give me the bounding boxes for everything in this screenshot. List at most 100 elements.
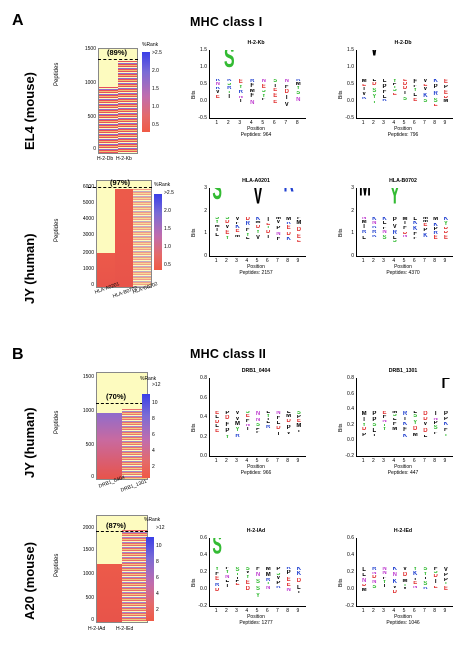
logo-xtick: 7 [284,120,288,126]
logo-letter: R [214,582,220,588]
logo-letter: F [256,566,260,572]
logo-xtick: 5 [261,120,265,126]
logo-letter: F [256,431,260,435]
ytick: 500 [85,442,94,448]
colorbar-tick: 0.5 [164,262,171,268]
logo-letter: M [286,216,292,222]
logo-letter: N [255,410,261,417]
logo-letter: S [423,566,428,572]
logo-letter: Y [266,413,271,418]
logo-letter: I [267,235,270,240]
logo-letter: F [441,378,451,415]
logo-letter: P [392,82,397,87]
logo-letter: V [215,90,220,96]
sequence-logo: DRB1_0404 Bits 0.8 0.6 0.4 0.2 0.0 E L D L E P D F P Y V V… [191,368,327,498]
logo-letter: I [363,224,365,231]
logo-letter: D [296,226,302,233]
logo-ytick: 0.4 [347,552,354,558]
logo-letter: L [372,78,377,83]
logo-letter: S [212,188,222,208]
logo-letter: V [235,416,240,422]
logo-xtick: 1 [361,458,365,464]
logo-plot-area: SSYMILSDVEYVFKEMDRFYLVKMDYVIEYDIMVPNFRMR… [209,188,306,257]
logo-title: DRB1_0404 [241,368,271,374]
logo-letter: M [255,220,261,225]
logo-ytick: 3 [351,185,354,191]
colorbar-tick: 8 [152,416,155,422]
logo-xtick: 8 [433,120,437,126]
sequence-logo: H-2-IAd Bits 0.6 0.4 0.2 0.0 -0.2 S Y F E R D F Y N L I S Y… [191,528,327,648]
logo-letter: E [423,83,428,88]
logo-ytick: 1 [351,230,354,237]
colorbar-tick: 6 [156,575,159,581]
logo-letter: S [296,410,301,415]
logo-ytick: 0 [351,253,354,259]
logo-xtick: 5 [402,608,406,614]
logo-letter: S [433,425,438,432]
logo-letter: F [413,85,418,89]
logo-ytick: 0.6 [200,535,207,541]
logo-letter: Y [443,582,448,587]
logo-letter: E [245,414,250,419]
logo-letter: P [276,581,281,586]
logo-letter: P [286,424,291,431]
logo-xtick: 3 [382,258,385,264]
logo-letter: D [443,231,449,235]
logo-letter: R [250,78,255,83]
logo-ytick: 0.2 [200,569,207,575]
logo-letter: F [382,90,387,96]
logo-xtick: 6 [265,608,269,614]
logo-letter: E [266,222,271,227]
logo-letter: Y [266,226,271,230]
logo-letter: K [433,78,438,84]
logo-letter: I [274,84,277,89]
logo-ytick: 0.0 [200,453,207,459]
logo-letter: R [266,578,271,583]
logo-letter: Y [392,78,397,83]
logo-letter: S [255,586,260,593]
ytick: 1500 [84,46,96,52]
logo-xtick: 4 [392,258,396,264]
colorbar-tick: 1.0 [164,244,171,250]
logo-letter: Y [235,427,240,434]
logo-letter: R [276,585,281,590]
logo-xtick: 9 [443,458,447,464]
logo-ytick: -0.5 [198,115,207,121]
logo-letter: E [296,239,301,244]
logo-letter: N [286,588,291,594]
logo-letter: L [245,237,250,241]
logo-letter: R [215,78,220,82]
logo-xtick: 7 [423,120,426,126]
logo-letter: I [267,216,270,223]
logo-letter: E [273,93,278,100]
logo-letter: F [276,415,281,421]
logo-letter: I [434,579,437,586]
logo-letter: D [286,419,291,425]
logo-peptide-count: Peptides: 4370 [386,270,420,276]
ytick: 2000 [82,250,94,256]
logo-letter: F [392,421,397,427]
logo-letter: R [227,86,232,92]
logo-xtick: 7 [423,258,426,264]
logo-ytick: 0.6 [200,394,207,401]
logo-xtick: 2 [224,258,228,264]
logo-letter: L [372,428,377,435]
logo-letter: F [245,227,250,233]
logo-letter: I [226,583,229,589]
logo-letter: R [372,566,377,572]
logo-ytick: 0.2 [347,421,354,428]
logo-letter: L [266,421,271,425]
logo-xlabel: Position [394,264,412,270]
logo-letter: F [245,418,250,424]
logo-letter: F [444,427,448,433]
logo-letter: N [296,96,301,103]
percent-label: (97%) [110,178,131,187]
logo-ytick: 2 [351,207,354,214]
logo-letter: V [392,586,397,590]
logo-letter: Y [245,574,250,580]
logo-letter: D [443,227,449,232]
logo-xlabel: Position [247,464,265,470]
threshold-line [96,531,148,532]
